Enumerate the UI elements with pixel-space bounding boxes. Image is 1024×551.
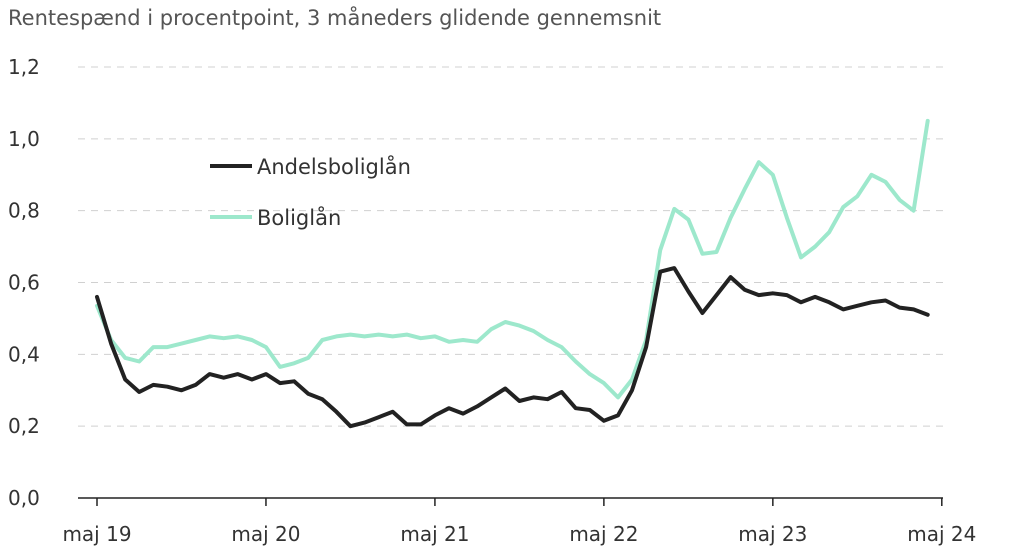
y-axis-ticks: 0,0 0,2 0,4 0,6 0,8 1,0 1,2 — [8, 55, 40, 510]
x-tick-label: maj 23 — [738, 522, 807, 546]
x-axis: maj 19 maj 20 maj 21 maj 22 maj 23 maj 24 — [62, 497, 976, 546]
x-tick-label: maj 22 — [569, 522, 638, 546]
x-tick-label: maj 20 — [231, 522, 300, 546]
legend-label: Andelsboliglån — [257, 154, 411, 179]
y-tick-label: 0,6 — [8, 271, 40, 295]
y-tick-label: 1,0 — [8, 127, 40, 151]
y-tick-label: 1,2 — [8, 55, 40, 79]
grid-lines — [78, 66, 943, 427]
x-tick-label: maj 21 — [400, 522, 469, 546]
series-line — [95, 266, 930, 429]
y-tick-label: 0,8 — [8, 199, 40, 223]
x-tick-label: maj 19 — [62, 522, 131, 546]
y-tick-label: 0,2 — [8, 414, 40, 438]
y-tick-label: 0,0 — [8, 486, 40, 510]
series-lines — [95, 118, 930, 429]
y-tick-label: 0,4 — [8, 342, 40, 366]
legend: Andelsboliglån Boliglån — [210, 154, 411, 230]
x-tick-label: maj 24 — [907, 522, 976, 546]
series-line — [95, 118, 930, 400]
chart-title: Rentespænd i procentpoint, 3 måneders gl… — [8, 6, 662, 30]
legend-label: Boliglån — [257, 205, 341, 230]
